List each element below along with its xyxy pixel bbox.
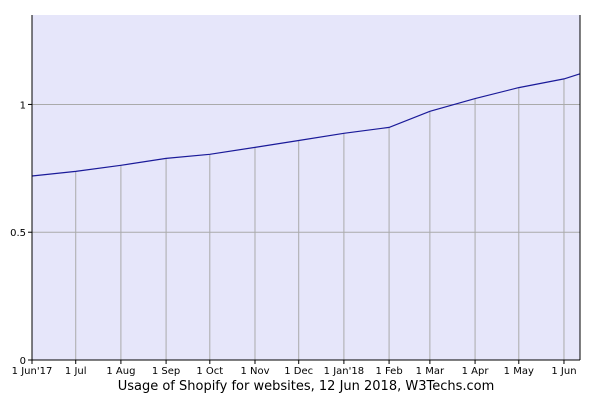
x-tick-label: 1 Nov [240, 366, 269, 377]
x-tick-label: 1 Apr [462, 366, 490, 377]
x-tick-label: 1 Mar [416, 366, 445, 377]
x-tick-label: 1 Oct [196, 366, 223, 377]
y-tick-label: 0.5 [10, 228, 26, 239]
x-tick-label: 1 Jun [551, 366, 576, 377]
x-tick-label: 1 Aug [106, 366, 135, 377]
x-tick-label: 1 Feb [375, 366, 402, 377]
x-tick-label: 1 Jan'18 [324, 366, 364, 377]
x-axis-label: Usage of Shopify for websites, 12 Jun 20… [118, 379, 495, 394]
plot-area [32, 15, 580, 360]
x-tick-label: 1 Dec [284, 366, 313, 377]
data-line [31, 73, 581, 177]
x-tick-label: 1 Jun'17 [12, 366, 53, 377]
y-tick-label: 1 [20, 100, 26, 111]
x-tick-label: 1 Sep [152, 366, 180, 377]
x-tick-label: 1 May [504, 366, 534, 377]
y-tick-label: 0 [20, 356, 26, 367]
x-tick-label: 1 Jul [65, 366, 87, 377]
